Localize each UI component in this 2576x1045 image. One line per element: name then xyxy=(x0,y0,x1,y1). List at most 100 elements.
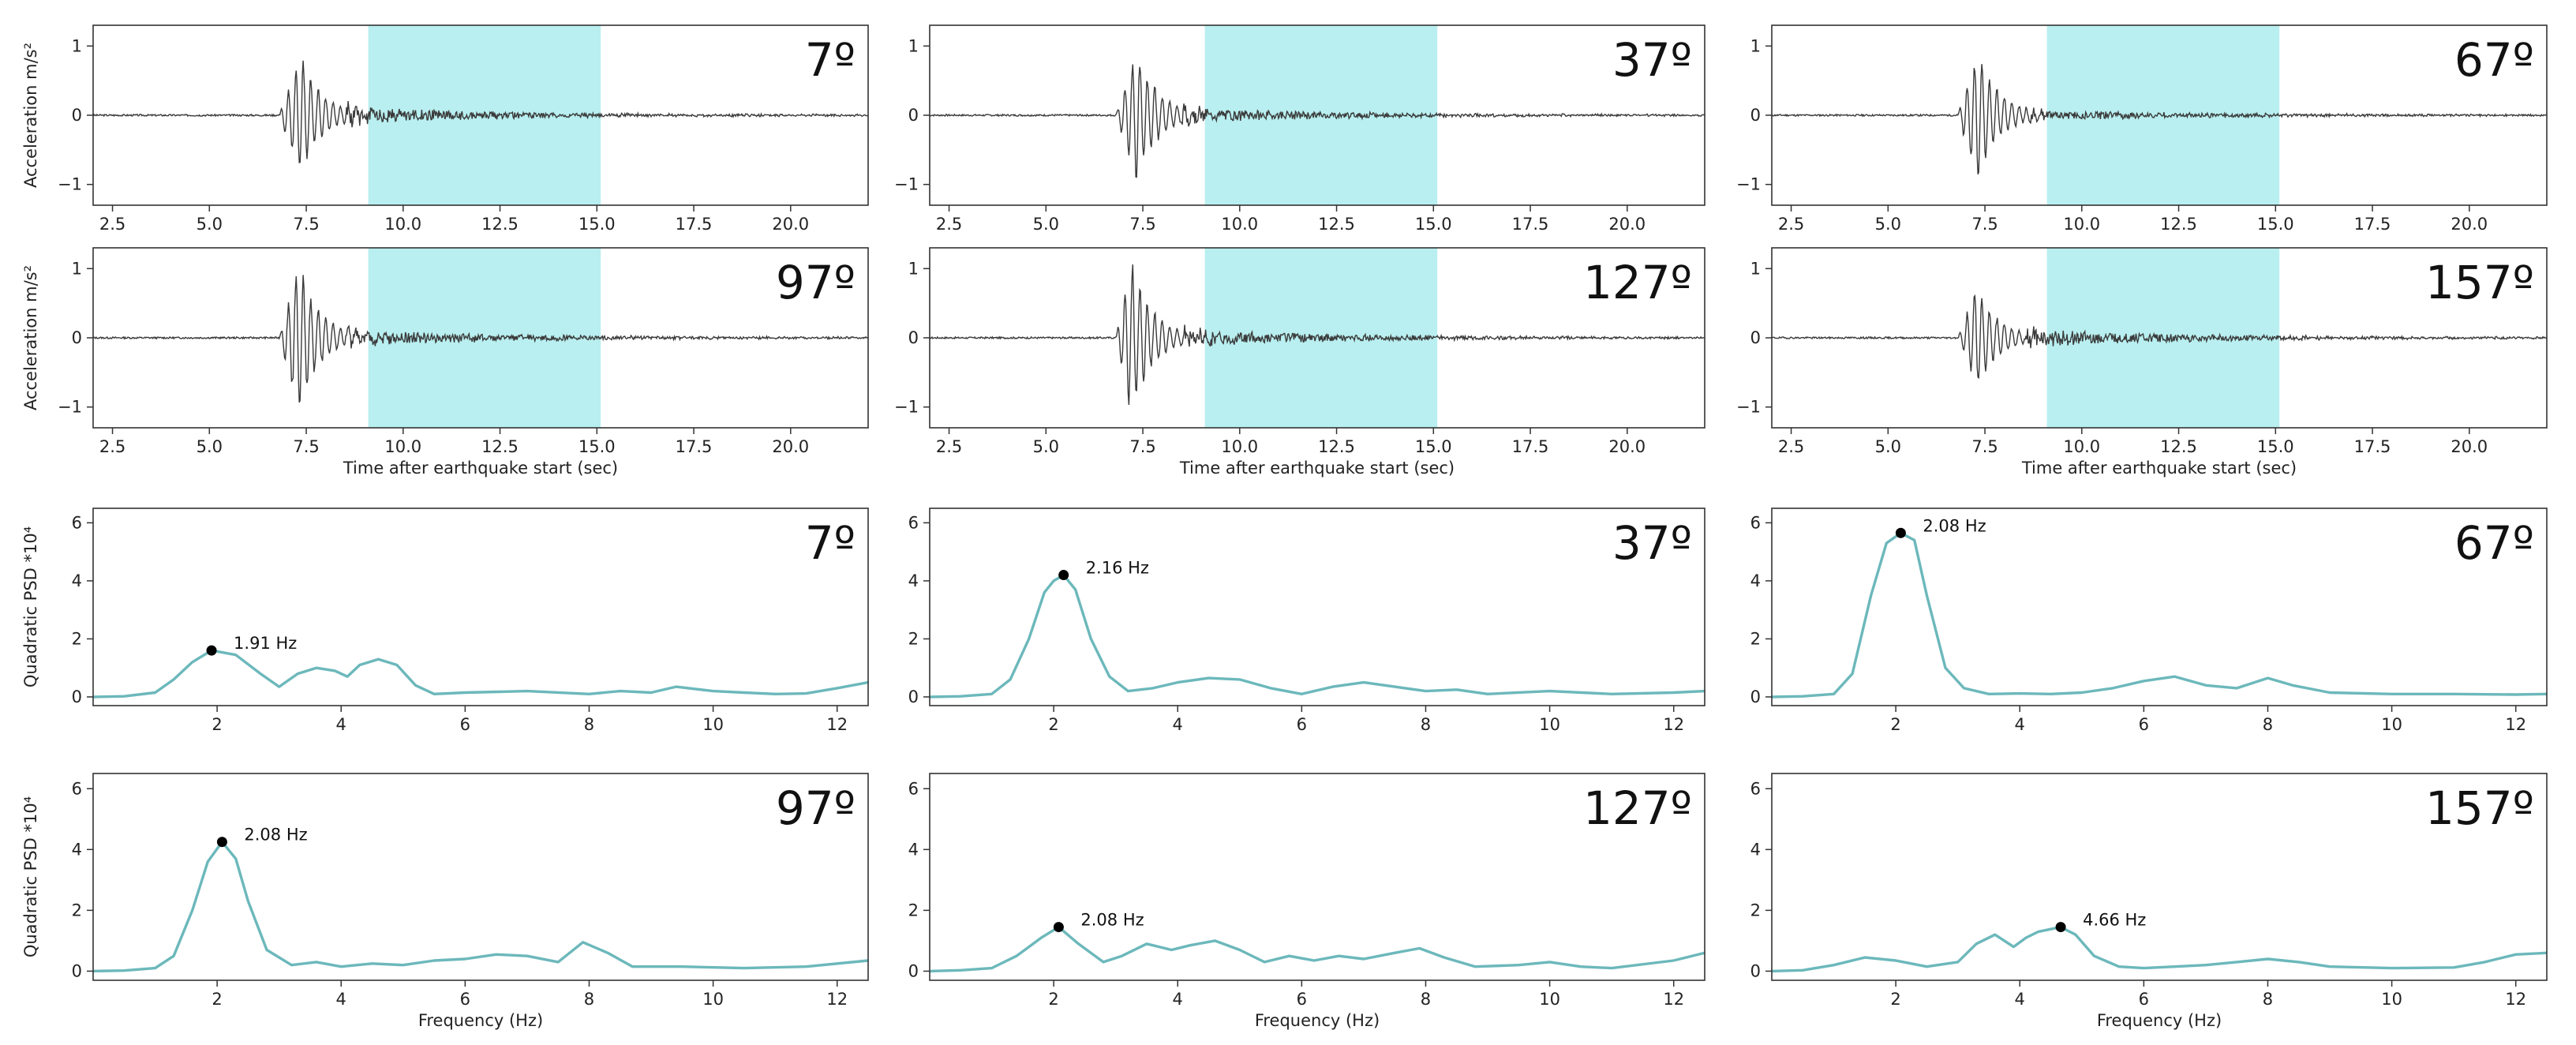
y-tick-label: −1 xyxy=(1736,175,1761,194)
x-tick-label: 17.5 xyxy=(676,215,713,234)
x-tick-label: 4 xyxy=(2015,990,2025,1009)
y-tick-label: 1 xyxy=(908,36,919,55)
psd-curve xyxy=(92,649,869,699)
x-tick-label: 10.0 xyxy=(1221,437,1258,456)
x-tick-label: 5.0 xyxy=(1875,215,1901,234)
psd-curve xyxy=(1771,531,2548,699)
x-tick-label: 10.0 xyxy=(1221,215,1258,234)
y-tick-label: 1 xyxy=(908,259,919,278)
psd-curve xyxy=(1771,925,2548,973)
y-tick-label: 1 xyxy=(72,36,82,55)
y-tick-label: 2 xyxy=(1750,901,1761,920)
x-tick-label: 7.5 xyxy=(1971,215,1998,234)
x-tick-label: 7.5 xyxy=(1971,437,1998,456)
x-tick-label: 10.0 xyxy=(384,215,421,234)
y-tick-label: −1 xyxy=(894,175,919,194)
peak-label: 2.08 Hz xyxy=(1923,516,1986,535)
x-tick-label: 4 xyxy=(2015,715,2025,734)
x-tick-label: 2 xyxy=(1890,715,1900,734)
x-tick-label: 7.5 xyxy=(293,215,319,234)
x-tick-label: 10.0 xyxy=(2063,437,2100,456)
y-axis-label: Acceleration m/s² xyxy=(21,43,40,188)
y-tick-label: 2 xyxy=(72,901,82,920)
angle-label: 7º xyxy=(805,33,856,87)
x-tick-label: 10 xyxy=(702,715,724,734)
peak-marker xyxy=(1058,570,1069,581)
x-tick-label: 20.0 xyxy=(1608,215,1646,234)
x-tick-label: 12 xyxy=(1663,715,1684,734)
panel-psd-6: 2 4 6 8 10 12 0 2 4 6 Quadratic PSD *10⁴ 7º 1.91 Hz xyxy=(21,508,869,734)
peak-label: 2.08 Hz xyxy=(1080,911,1144,930)
x-tick-label: 17.5 xyxy=(2354,215,2391,234)
x-tick-label: 12 xyxy=(1663,990,1684,1009)
x-tick-label: 6 xyxy=(2139,715,2149,734)
y-tick-label: −1 xyxy=(1736,398,1761,417)
psd-curve xyxy=(92,840,869,973)
x-tick-label: 2 xyxy=(212,990,222,1009)
x-axis-label: Frequency (Hz) xyxy=(418,1011,543,1030)
y-tick-label: 0 xyxy=(908,106,919,125)
x-tick-label: 8 xyxy=(1421,715,1431,734)
peak-label: 4.66 Hz xyxy=(2083,911,2146,930)
x-axis-label: Time after earthquake start (sec) xyxy=(343,459,618,478)
x-tick-label: 10.0 xyxy=(2063,215,2100,234)
axes-frame xyxy=(92,508,869,706)
x-tick-label: 10 xyxy=(2381,990,2402,1009)
x-tick-label: 2 xyxy=(1048,715,1058,734)
x-tick-label: 5.0 xyxy=(197,215,223,234)
acceleration-trace xyxy=(1771,294,2548,380)
y-tick-label: 1 xyxy=(1750,36,1761,55)
x-tick-label: 2.5 xyxy=(936,215,962,234)
y-tick-label: 0 xyxy=(908,687,919,706)
x-tick-label: 10 xyxy=(1539,990,1560,1009)
psd-curve xyxy=(929,925,1705,973)
axes-frame xyxy=(929,773,1705,981)
x-tick-label: 8 xyxy=(584,990,594,1009)
x-tick-label: 12.5 xyxy=(481,437,519,456)
x-tick-label: 17.5 xyxy=(676,437,713,456)
y-tick-label: 6 xyxy=(908,779,919,798)
y-tick-label: 1 xyxy=(1750,259,1761,278)
x-tick-label: 15.0 xyxy=(2257,215,2294,234)
acceleration-trace xyxy=(1771,64,2548,175)
panel-accel-0: 2.5 5.0 7.5 10.0 12.5 15.0 17.5 20.0 −1 0 1 Acceler… xyxy=(21,24,869,234)
peak-label: 2.08 Hz xyxy=(244,826,307,845)
angle-label: 97º xyxy=(776,256,856,309)
x-tick-label: 17.5 xyxy=(1512,437,1549,456)
panel-psd-11: 2 4 6 8 10 12 0 2 4 6 Frequency (Hz) 157º 4.66 Hz xyxy=(1750,773,2548,1030)
axes-frame xyxy=(92,773,869,981)
x-tick-label: 17.5 xyxy=(1512,215,1549,234)
peak-marker xyxy=(1053,922,1064,933)
y-tick-label: 2 xyxy=(908,629,919,648)
x-tick-label: 20.0 xyxy=(772,215,809,234)
x-tick-label: 6 xyxy=(460,990,470,1009)
peak-label: 1.91 Hz xyxy=(234,634,297,653)
y-tick-label: 4 xyxy=(72,571,82,590)
x-tick-label: 5.0 xyxy=(1875,437,1901,456)
x-axis-label: Time after earthquake start (sec) xyxy=(2021,459,2297,478)
y-tick-label: 2 xyxy=(908,901,919,920)
panel-accel-2: 2.5 5.0 7.5 10.0 12.5 15.0 17.5 20.0 −1 0 1 67º xyxy=(1736,24,2548,234)
panel-psd-10: 2 4 6 8 10 12 0 2 4 6 Frequency (Hz) 127º 2.08 Hz xyxy=(908,773,1705,1030)
x-tick-label: 15.0 xyxy=(1415,215,1452,234)
y-tick-label: −1 xyxy=(894,398,919,417)
y-tick-label: 0 xyxy=(1750,106,1761,125)
angle-label: 37º xyxy=(1612,33,1692,87)
panel-psd-9: 2 4 6 8 10 12 0 2 4 6 Quadratic PSD *10⁴ Frequency … xyxy=(21,773,869,1030)
x-tick-label: 2.5 xyxy=(99,215,125,234)
x-tick-label: 2.5 xyxy=(1778,215,1804,234)
panel-accel-3: 2.5 5.0 7.5 10.0 12.5 15.0 17.5 20.0 −1 0 1 Acceler… xyxy=(21,247,869,478)
y-tick-label: 4 xyxy=(908,840,919,859)
x-tick-label: 5.0 xyxy=(1033,215,1059,234)
angle-label: 97º xyxy=(776,781,856,835)
x-tick-label: 10 xyxy=(702,990,724,1009)
x-tick-label: 2.5 xyxy=(936,437,962,456)
y-tick-label: 4 xyxy=(908,571,919,590)
axes-frame xyxy=(1771,773,2548,981)
y-tick-label: −1 xyxy=(58,398,82,417)
x-tick-label: 2 xyxy=(1890,990,1900,1009)
x-tick-label: 12.5 xyxy=(1318,215,1355,234)
x-tick-label: 6 xyxy=(1297,715,1307,734)
y-tick-label: 4 xyxy=(1750,840,1761,859)
